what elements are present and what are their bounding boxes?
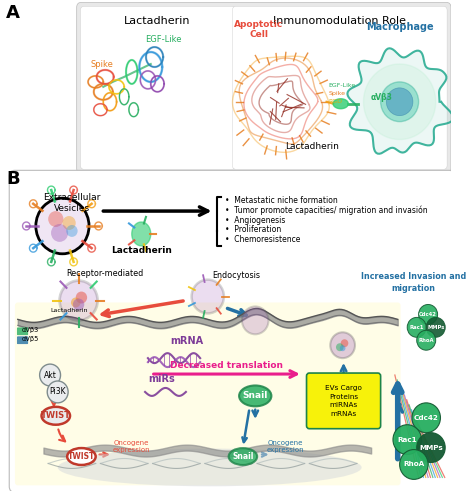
- Text: •  Tumor promote capacities/ migration and invasión: • Tumor promote capacities/ migration an…: [225, 205, 428, 215]
- Polygon shape: [333, 99, 348, 109]
- Circle shape: [417, 432, 445, 462]
- Text: Spike: Spike: [91, 60, 114, 69]
- Text: Spike: Spike: [328, 91, 346, 96]
- Text: Apoptotic
Cell: Apoptotic Cell: [235, 20, 283, 39]
- Text: αVβ5: αVβ5: [22, 336, 39, 342]
- Text: •  Chemoresistence: • Chemoresistence: [225, 235, 300, 245]
- FancyBboxPatch shape: [18, 337, 28, 344]
- Text: B: B: [6, 170, 20, 188]
- Text: αVβ3: αVβ3: [22, 327, 39, 333]
- Circle shape: [40, 364, 61, 386]
- Circle shape: [191, 279, 224, 313]
- Circle shape: [419, 305, 438, 324]
- Text: TWIST: TWIST: [68, 452, 95, 461]
- Text: A: A: [6, 4, 20, 22]
- Polygon shape: [347, 48, 453, 154]
- Ellipse shape: [58, 449, 362, 486]
- Circle shape: [417, 330, 436, 350]
- Circle shape: [73, 299, 84, 310]
- Text: EVs Cargo
Proteins
miRNAs
mRNAs: EVs Cargo Proteins miRNAs mRNAs: [325, 385, 362, 417]
- Circle shape: [51, 224, 68, 242]
- Text: Decreased translation: Decreased translation: [170, 361, 283, 370]
- Text: Snail: Snail: [232, 452, 254, 461]
- Text: Inmunomodulation Role: Inmunomodulation Role: [273, 16, 406, 26]
- Circle shape: [340, 345, 346, 351]
- Ellipse shape: [239, 385, 272, 406]
- Circle shape: [330, 332, 355, 358]
- Text: RGD: RGD: [328, 99, 342, 104]
- Text: RhoA: RhoA: [419, 338, 434, 343]
- Circle shape: [400, 450, 428, 479]
- FancyBboxPatch shape: [15, 303, 401, 485]
- Text: miRs: miRs: [148, 374, 174, 384]
- Text: Snail: Snail: [243, 392, 268, 400]
- FancyBboxPatch shape: [307, 373, 381, 429]
- Text: Macrophage: Macrophage: [366, 22, 433, 32]
- Text: Akt: Akt: [44, 370, 56, 379]
- Text: EGF-Like: EGF-Like: [328, 83, 356, 88]
- Text: αVβ3: αVβ3: [371, 93, 393, 102]
- Polygon shape: [364, 64, 436, 140]
- Text: Extracellular
Vesicles: Extracellular Vesicles: [43, 193, 100, 213]
- Text: Pi3K: Pi3K: [49, 387, 66, 397]
- Circle shape: [71, 298, 81, 308]
- Text: mRNA: mRNA: [170, 336, 203, 346]
- Circle shape: [76, 292, 87, 304]
- Text: RhoA: RhoA: [403, 461, 425, 467]
- Text: Oncogene
expression: Oncogene expression: [113, 439, 151, 453]
- FancyBboxPatch shape: [232, 6, 447, 169]
- Text: •  Proliferation: • Proliferation: [225, 225, 281, 235]
- Circle shape: [393, 425, 421, 455]
- Circle shape: [37, 199, 88, 253]
- Circle shape: [426, 317, 445, 338]
- Circle shape: [47, 381, 68, 403]
- FancyBboxPatch shape: [77, 2, 451, 173]
- Circle shape: [341, 339, 348, 347]
- Circle shape: [407, 317, 426, 338]
- Text: Receptor-mediated: Receptor-mediated: [66, 269, 144, 277]
- FancyBboxPatch shape: [9, 170, 455, 492]
- Circle shape: [381, 82, 419, 122]
- Text: EGF-Like: EGF-Like: [145, 35, 182, 44]
- Text: •  Metastatic niche formation: • Metastatic niche formation: [225, 196, 337, 205]
- Circle shape: [66, 225, 78, 237]
- Text: Endocytosis: Endocytosis: [212, 271, 260, 279]
- Circle shape: [336, 343, 344, 351]
- Text: Rac1: Rac1: [397, 436, 417, 443]
- Text: MMPs: MMPs: [427, 325, 445, 330]
- Text: Lactadherin: Lactadherin: [50, 308, 88, 313]
- Text: Lactadherin: Lactadherin: [285, 143, 339, 152]
- Circle shape: [60, 280, 98, 320]
- Text: Lactadherin: Lactadherin: [124, 16, 191, 26]
- Circle shape: [412, 403, 440, 432]
- Text: MMPs: MMPs: [419, 445, 443, 451]
- Ellipse shape: [228, 448, 257, 465]
- Text: Lactadherin: Lactadherin: [111, 246, 172, 255]
- Circle shape: [242, 307, 269, 334]
- Text: Cdc42: Cdc42: [414, 415, 438, 421]
- Circle shape: [48, 211, 64, 227]
- Text: •  Angiogenesis: • Angiogenesis: [225, 215, 285, 224]
- Polygon shape: [132, 222, 151, 246]
- Text: Oncogene
expression: Oncogene expression: [267, 439, 304, 453]
- FancyBboxPatch shape: [81, 6, 235, 169]
- Text: Increased Invasion and
migration: Increased Invasion and migration: [361, 273, 466, 293]
- Text: TWIST: TWIST: [41, 411, 71, 420]
- Circle shape: [63, 216, 76, 230]
- Text: Cdc42: Cdc42: [419, 312, 437, 317]
- Ellipse shape: [67, 448, 96, 465]
- Circle shape: [386, 88, 413, 116]
- Ellipse shape: [42, 407, 70, 425]
- FancyBboxPatch shape: [18, 328, 28, 335]
- Text: Rac1: Rac1: [410, 325, 424, 330]
